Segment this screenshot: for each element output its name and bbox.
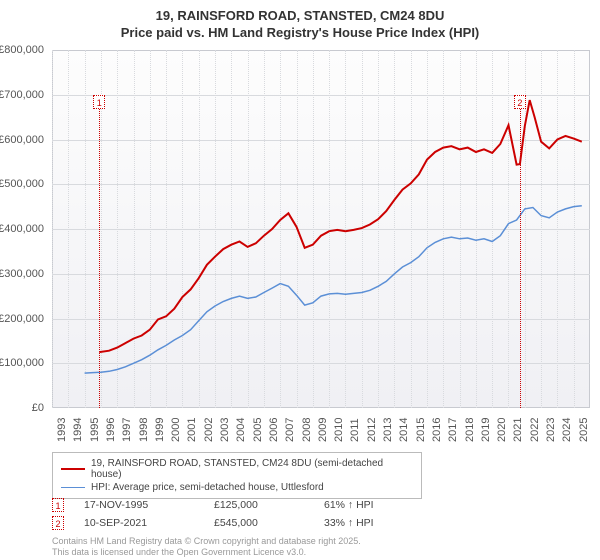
x-tick-label: 2019 (480, 418, 492, 442)
data-point-row: 1 17-NOV-1995£125,00061% ↑ HPI (52, 496, 424, 514)
x-tick-label: 2014 (398, 418, 410, 442)
legend-swatch (61, 487, 85, 489)
y-tick-label: £400,000 (0, 223, 44, 235)
data-point-date: 17-NOV-1995 (84, 499, 214, 511)
x-tick-label: 1997 (121, 418, 133, 442)
x-tick-label: 2022 (529, 418, 541, 442)
chart-lines-svg (52, 50, 590, 408)
chart-plot-area: 12 (52, 50, 590, 408)
legend-item-price_paid: 19, RAINSFORD ROAD, STANSTED, CM24 8DU (… (61, 457, 413, 481)
legend-swatch (61, 468, 85, 470)
title-block: 19, RAINSFORD ROAD, STANSTED, CM24 8DU P… (0, 0, 600, 44)
legend-item-hpi: HPI: Average price, semi-detached house,… (61, 481, 413, 494)
marker-line-2 (520, 109, 521, 408)
x-axis-labels: 1993 1994 1995 1996 1997 1998 1999 2000 2001 2002… (52, 412, 590, 452)
title-sub: Price paid vs. HM Land Registry's House … (10, 25, 590, 40)
x-tick-label: 2001 (186, 418, 198, 442)
x-tick-label: 2007 (284, 418, 296, 442)
y-tick-label: £0 (32, 402, 44, 414)
y-tick-label: £600,000 (0, 134, 44, 146)
x-tick-label: 1993 (56, 418, 68, 442)
y-axis-labels: £0£100,000£200,000£300,000£400,000£500,0… (0, 50, 48, 408)
x-tick-label: 2000 (170, 418, 182, 442)
x-tick-label: 1995 (89, 418, 101, 442)
y-tick-label: £100,000 (0, 357, 44, 369)
data-point-price: £125,000 (214, 499, 324, 511)
marker-box-1: 1 (93, 95, 105, 109)
x-tick-label: 2018 (464, 418, 476, 442)
data-point-delta: 61% ↑ HPI (324, 499, 424, 511)
x-tick-label: 1994 (72, 418, 84, 442)
x-tick-label: 2004 (235, 418, 247, 442)
x-tick-label: 2017 (447, 418, 459, 442)
attribution-line-2: This data is licensed under the Open Gov… (52, 547, 361, 558)
attribution: Contains HM Land Registry data © Crown c… (52, 536, 361, 559)
data-point-delta: 33% ↑ HPI (324, 517, 424, 529)
x-tick-label: 1998 (138, 418, 150, 442)
attribution-line-1: Contains HM Land Registry data © Crown c… (52, 536, 361, 547)
y-tick-label: £500,000 (0, 178, 44, 190)
x-tick-label: 2006 (268, 418, 280, 442)
series-line-price_paid (99, 100, 582, 352)
x-tick-label: 2003 (219, 418, 231, 442)
x-tick-label: 2008 (301, 418, 313, 442)
x-tick-label: 1996 (105, 418, 117, 442)
title-main: 19, RAINSFORD ROAD, STANSTED, CM24 8DU (10, 8, 590, 23)
x-tick-label: 2020 (496, 418, 508, 442)
x-tick-label: 2011 (349, 418, 361, 442)
data-point-marker: 1 (52, 498, 64, 512)
x-tick-label: 2016 (431, 418, 443, 442)
x-tick-label: 2025 (578, 418, 590, 442)
marker-box-2: 2 (514, 95, 526, 109)
x-tick-label: 2015 (415, 418, 427, 442)
x-tick-label: 2005 (252, 418, 264, 442)
chart-container: 19, RAINSFORD ROAD, STANSTED, CM24 8DU P… (0, 0, 600, 560)
x-tick-label: 2012 (366, 418, 378, 442)
x-tick-label: 1999 (154, 418, 166, 442)
x-tick-label: 2023 (545, 418, 557, 442)
x-tick-label: 2002 (203, 418, 215, 442)
x-tick-label: 2013 (382, 418, 394, 442)
x-tick-label: 2024 (561, 418, 573, 442)
x-tick-label: 2010 (333, 418, 345, 442)
y-tick-label: £200,000 (0, 313, 44, 325)
data-point-date: 10-SEP-2021 (84, 517, 214, 529)
data-point-row: 2 10-SEP-2021£545,00033% ↑ HPI (52, 514, 424, 532)
legend-label: 19, RAINSFORD ROAD, STANSTED, CM24 8DU (… (91, 458, 413, 480)
data-point-price: £545,000 (214, 517, 324, 529)
x-tick-label: 2009 (317, 418, 329, 442)
data-points-table: 1 17-NOV-1995£125,00061% ↑ HPI 2 10-SEP-202… (52, 496, 424, 532)
legend: 19, RAINSFORD ROAD, STANSTED, CM24 8DU (… (52, 452, 422, 499)
y-tick-label: £300,000 (0, 268, 44, 280)
y-tick-label: £700,000 (0, 89, 44, 101)
y-tick-label: £800,000 (0, 44, 44, 56)
data-point-marker: 2 (52, 516, 64, 530)
x-tick-label: 2021 (512, 418, 524, 442)
marker-line-1 (99, 109, 100, 408)
legend-label: HPI: Average price, semi-detached house,… (91, 482, 324, 493)
